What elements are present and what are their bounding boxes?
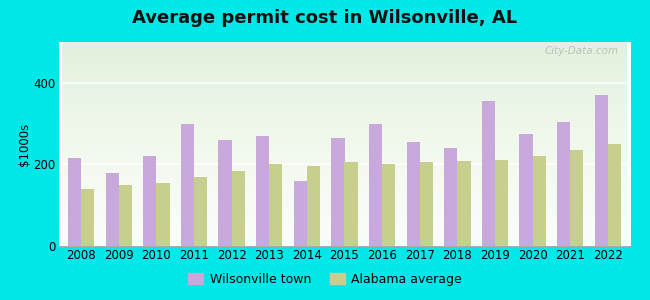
Bar bbox=[382, 164, 395, 246]
Bar bbox=[495, 160, 508, 246]
Bar bbox=[218, 140, 231, 246]
Bar bbox=[570, 150, 584, 246]
Bar bbox=[269, 164, 282, 246]
Bar bbox=[194, 178, 207, 246]
Bar bbox=[307, 166, 320, 246]
Bar bbox=[458, 161, 471, 246]
Bar bbox=[105, 172, 119, 246]
Legend: Wilsonville town, Alabama average: Wilsonville town, Alabama average bbox=[183, 268, 467, 291]
Bar bbox=[444, 148, 458, 246]
Bar bbox=[482, 101, 495, 246]
Y-axis label: $1000s: $1000s bbox=[18, 122, 31, 166]
Bar bbox=[420, 162, 433, 246]
Bar bbox=[119, 185, 132, 246]
Bar bbox=[81, 189, 94, 246]
Bar bbox=[519, 134, 532, 246]
Text: City-Data.com: City-Data.com bbox=[545, 46, 619, 56]
Bar bbox=[407, 142, 420, 246]
Bar bbox=[157, 183, 170, 246]
Bar bbox=[608, 144, 621, 246]
Bar bbox=[68, 158, 81, 246]
Text: Average permit cost in Wilsonville, AL: Average permit cost in Wilsonville, AL bbox=[133, 9, 517, 27]
Bar bbox=[294, 181, 307, 246]
Bar bbox=[344, 162, 358, 246]
Bar bbox=[595, 95, 608, 246]
Bar bbox=[557, 122, 570, 246]
Bar bbox=[256, 136, 269, 246]
Bar bbox=[369, 124, 382, 246]
Bar bbox=[181, 124, 194, 246]
Bar bbox=[143, 156, 157, 246]
Bar bbox=[332, 138, 344, 246]
Bar bbox=[532, 156, 546, 246]
Bar bbox=[231, 170, 245, 246]
